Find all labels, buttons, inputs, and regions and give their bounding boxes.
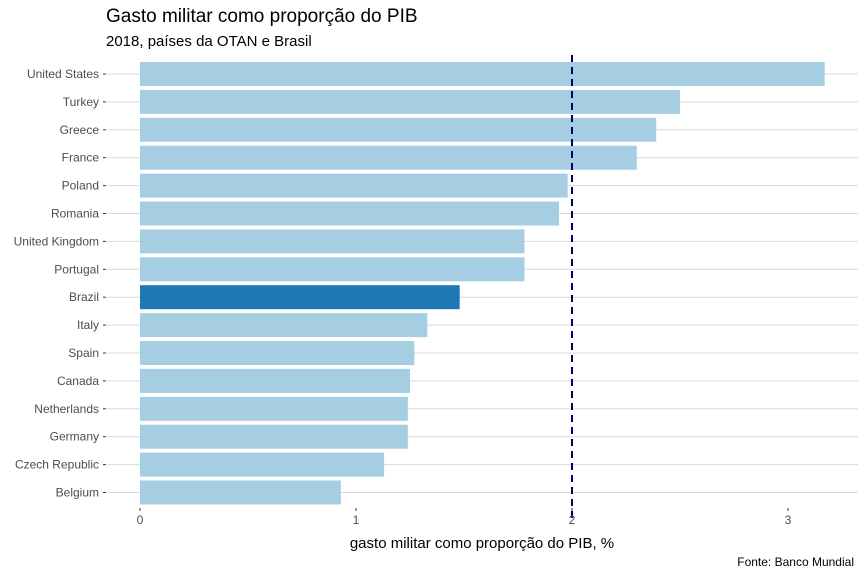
y-tick-label: Portugal: [54, 262, 99, 276]
y-tick-label: Turkey: [63, 95, 99, 109]
bar-czech-republic: [140, 452, 385, 477]
y-tick-label: Czech Republic: [15, 458, 99, 472]
x-tick-label: 3: [785, 513, 792, 527]
bar-brazil: [140, 285, 460, 310]
y-tick-label: France: [62, 151, 100, 165]
chart-subtitle: 2018, países da OTAN e Brasil: [106, 33, 312, 50]
bar-united-states: [140, 62, 825, 86]
x-tick-label: 0: [137, 513, 144, 527]
x-tick-label: 1: [353, 513, 360, 527]
chart-title: Gasto militar como proporção do PIB: [106, 6, 418, 27]
y-tick-label: United Kingdom: [14, 234, 99, 248]
bar-united-kingdom: [140, 229, 525, 254]
y-tick-label: Canada: [57, 374, 99, 388]
bars: [140, 62, 825, 505]
y-tick-label: Greece: [60, 123, 100, 137]
bar-portugal: [140, 257, 525, 282]
y-axis: United States Turkey Greece France Poland Rom…: [14, 67, 106, 500]
bar-germany: [140, 424, 408, 449]
x-axis: 0 1 2 3: [137, 508, 792, 527]
y-tick-label: Germany: [50, 430, 99, 444]
bar-canada: [140, 368, 410, 393]
chart-caption: Fonte: Banco Mundial: [737, 555, 854, 569]
bar-turkey: [140, 89, 680, 114]
bar-spain: [140, 341, 415, 365]
y-tick-label: Spain: [68, 346, 99, 360]
bar-belgium: [140, 480, 341, 505]
y-tick-label: Netherlands: [34, 402, 99, 416]
bar-romania: [140, 201, 560, 226]
x-tick-label: 2: [569, 513, 576, 527]
y-tick-label: Romania: [51, 207, 99, 221]
y-tick-label: United States: [27, 67, 99, 81]
bar-italy: [140, 313, 428, 338]
x-axis-label: gasto militar como proporção do PIB, %: [350, 535, 614, 552]
y-tick-label: Italy: [77, 318, 99, 332]
bar-poland: [140, 173, 568, 198]
bar-netherlands: [140, 396, 408, 421]
bar-greece: [140, 117, 657, 142]
y-tick-label: Poland: [62, 179, 99, 193]
bar-france: [140, 145, 637, 170]
y-tick-label: Belgium: [56, 486, 99, 500]
y-tick-label: Brazil: [69, 290, 99, 304]
